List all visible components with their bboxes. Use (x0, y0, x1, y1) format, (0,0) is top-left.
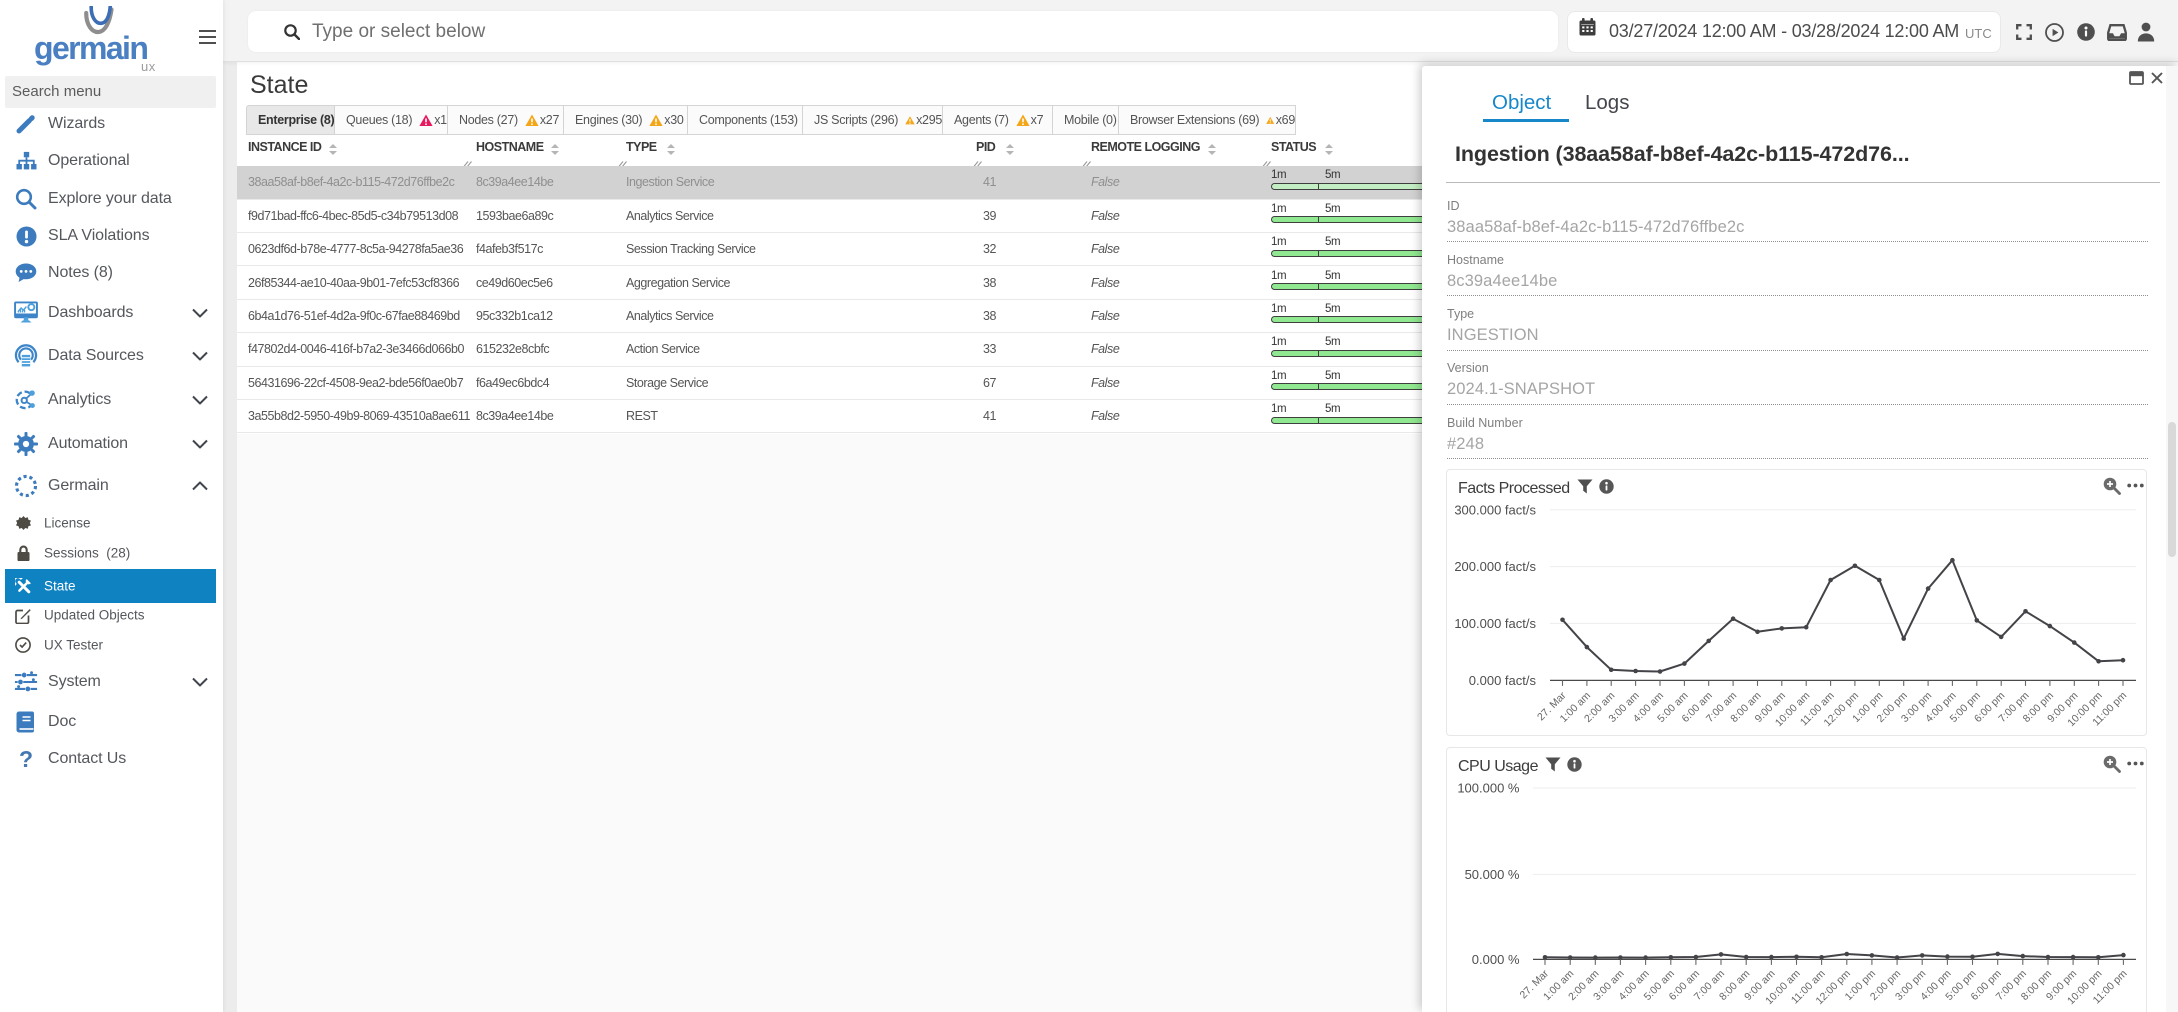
svg-text:200.000 fact/s: 200.000 fact/s (1454, 559, 1536, 574)
svg-text:100.000 fact/s: 100.000 fact/s (1454, 616, 1536, 631)
svg-text:100.000 %: 100.000 % (1457, 781, 1520, 796)
svg-text:0.000 %: 0.000 % (1472, 952, 1520, 967)
svg-text:50.000 %: 50.000 % (1465, 867, 1520, 882)
svg-text:0.000 fact/s: 0.000 fact/s (1469, 673, 1537, 688)
svg-text:300.000 fact/s: 300.000 fact/s (1454, 502, 1536, 517)
